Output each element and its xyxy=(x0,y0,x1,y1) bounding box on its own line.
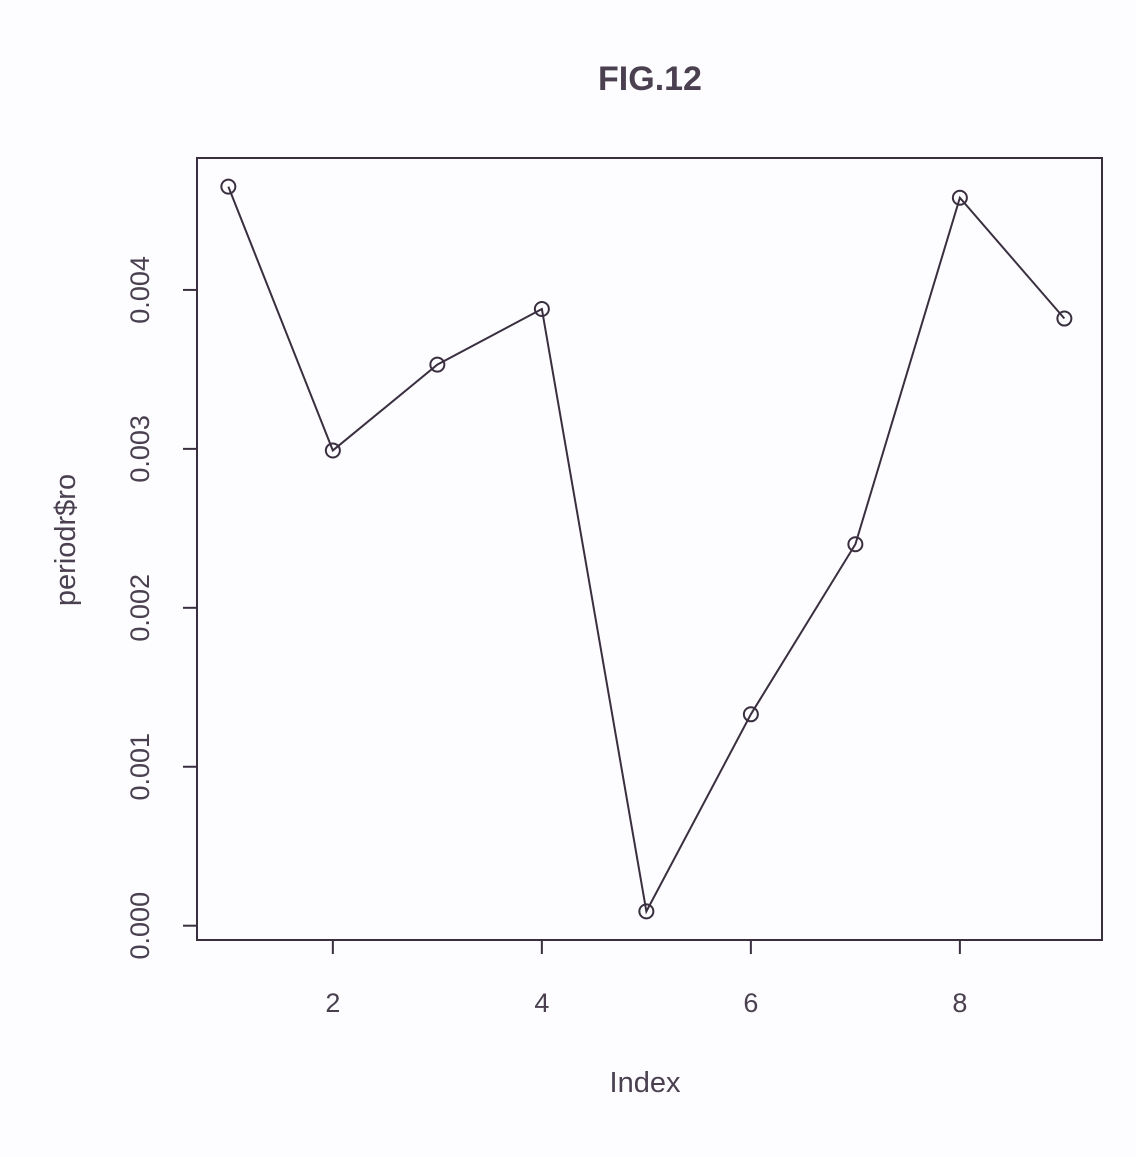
data-point xyxy=(324,442,341,459)
x-tick-label: 8 xyxy=(952,988,967,1018)
y-tick-label: 0.003 xyxy=(125,415,155,483)
data-point xyxy=(742,706,759,723)
chart-title: FIG.12 xyxy=(598,60,702,98)
data-point xyxy=(638,903,655,920)
data-point xyxy=(1056,310,1073,327)
data-point xyxy=(220,178,237,195)
plot-frame xyxy=(196,157,1103,941)
data-point xyxy=(533,300,550,317)
y-tick-label: 0.004 xyxy=(125,256,155,324)
x-tick-label: 4 xyxy=(534,988,549,1018)
x-axis: 2 4 6 8 xyxy=(325,940,967,1018)
y-tick-label: 0.002 xyxy=(125,574,155,642)
data-series xyxy=(220,178,1073,920)
y-axis-label: periodr$ro xyxy=(50,474,82,606)
data-point xyxy=(429,356,446,373)
y-tick-label: 0.001 xyxy=(125,733,155,801)
data-point xyxy=(847,536,864,553)
x-axis-label: Index xyxy=(610,1067,681,1099)
data-point xyxy=(951,189,968,206)
y-axis: 0.000 0.001 0.002 0.003 0.004 xyxy=(125,256,197,959)
x-tick-label: 6 xyxy=(743,988,758,1018)
series-line xyxy=(227,186,1066,915)
x-tick-label: 2 xyxy=(325,988,340,1018)
y-tick-label: 0.000 xyxy=(125,892,155,960)
